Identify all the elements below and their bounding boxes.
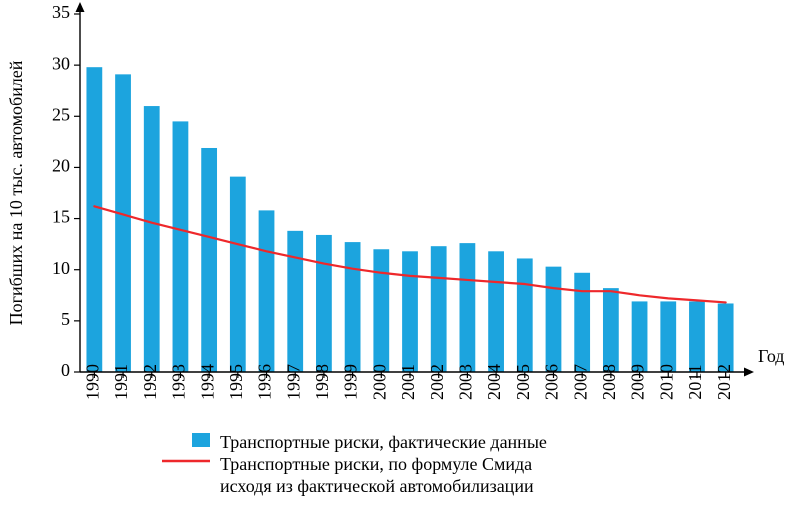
bar [488,251,504,372]
bar [402,251,418,372]
x-tick-label: 1991 [111,364,131,400]
bar [115,74,131,372]
x-tick-label: 1994 [197,364,217,400]
x-tick-label: 1998 [312,364,332,400]
x-axis-title: Год [758,346,784,366]
bar [86,67,102,372]
x-tick-label: 2011 [685,364,705,399]
bar [689,301,705,372]
y-tick-label: 35 [52,2,70,22]
x-tick-label: 1990 [82,364,102,400]
bar [144,106,160,372]
bar [460,243,476,372]
bar [660,301,676,372]
bar [201,148,217,372]
x-tick-label: 1996 [255,364,275,400]
y-tick-label: 15 [52,207,70,227]
x-tick-label: 1993 [169,364,189,400]
bar [345,242,361,372]
bar [718,303,734,372]
chart-svg: 0 5 10 15 20 25 30 35 1990 1991 1992 1993 1994 1995 19… [0,0,786,506]
legend-label: Транспортные риски, фактические данные [220,432,547,452]
bar [259,210,275,372]
x-tick-label: 2002 [427,364,447,400]
bar [316,235,332,372]
legend-swatch-bar [192,433,210,447]
y-tick-label: 10 [52,258,70,278]
x-tick-label: 2007 [570,364,590,400]
x-tick-label: 2009 [628,364,648,400]
x-tick-label: 2010 [656,364,676,400]
x-tick-label: 2000 [369,364,389,400]
y-tick-label: 0 [61,360,70,380]
bar [574,273,590,372]
legend-label-line2: исходя из фактической автомобилизации [220,476,534,496]
bar [230,177,246,372]
bar [632,301,648,372]
x-tick-label: 1999 [341,364,361,400]
legend: Транспортные риски, фактические данныеТр… [162,432,547,496]
bar [603,288,619,372]
x-tick-label: 2005 [513,364,533,400]
bar [546,267,562,372]
x-tick-label: 2003 [456,364,476,400]
bar [517,258,533,372]
x-tick-label: 2001 [398,364,418,400]
x-tick-label: 1992 [140,364,160,400]
x-tick-label: 2006 [542,364,562,400]
x-tick-label: 1995 [226,364,246,400]
y-tick-label: 5 [61,309,70,329]
x-tick-label: 1997 [283,364,303,400]
x-tick-label: 2008 [599,364,619,400]
x-tick-label: 2004 [484,364,504,400]
y-axis-arrow [76,2,85,12]
x-axis-arrow [744,368,754,377]
y-axis-title: Погибших на 10 тыс. автомобилей [6,60,26,325]
bars-group [86,67,733,372]
bar [373,249,389,372]
bar [173,121,189,372]
bar [287,231,303,372]
legend-label: Транспортные риски, по формуле Смида [220,454,532,474]
chart-container: 0 5 10 15 20 25 30 35 1990 1991 1992 1993 1994 1995 19… [0,0,786,506]
y-tick-label: 30 [52,53,70,73]
y-tick-label: 25 [52,104,70,124]
bar [431,246,447,372]
x-tick-label: 2012 [714,364,734,400]
y-tick-label: 20 [52,156,70,176]
